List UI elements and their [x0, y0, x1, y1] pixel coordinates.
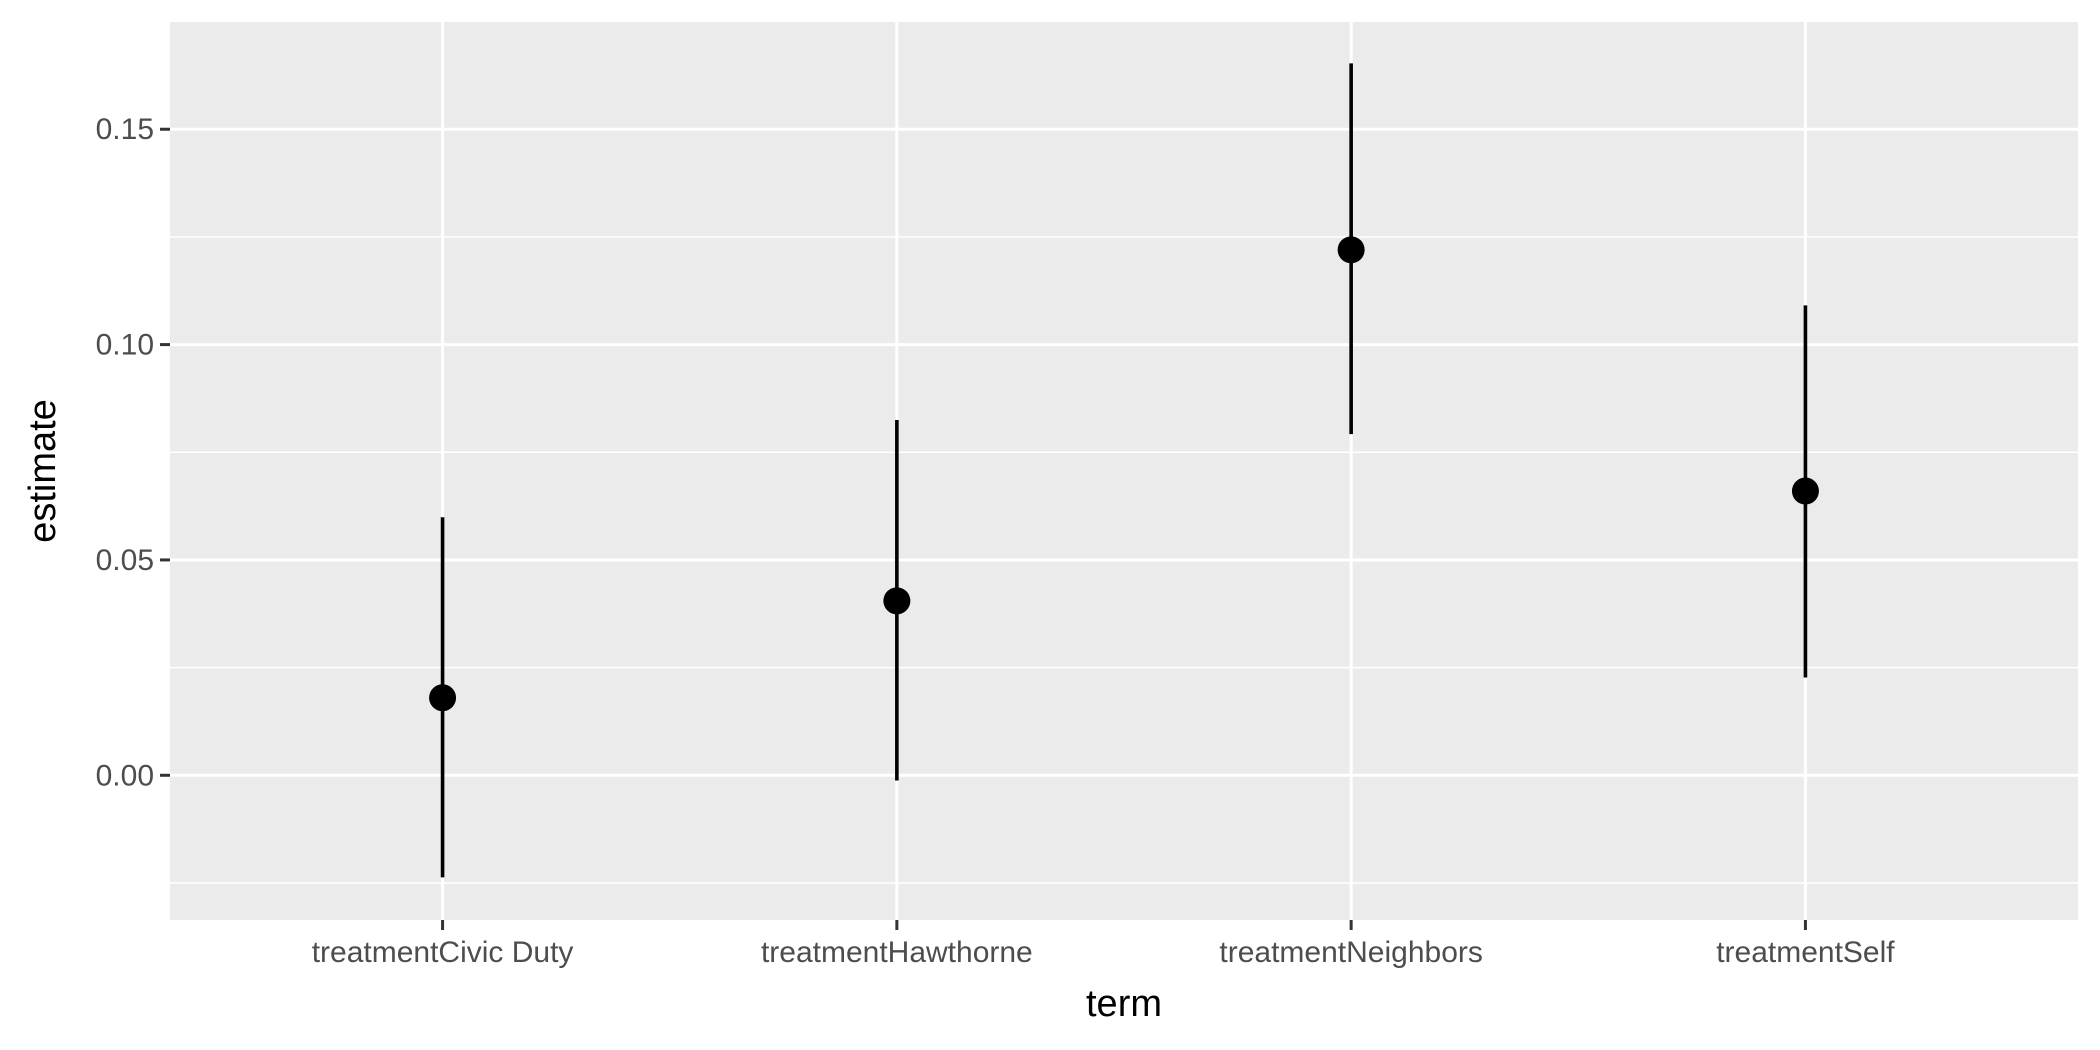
y-tick-label: 0.00 [96, 759, 154, 792]
x-axis: treatmentCivic Duty treatmentHawthorne tre… [312, 920, 1895, 969]
plot-panel [170, 22, 2078, 920]
x-tick-label: treatmentNeighbors [1219, 936, 1482, 969]
x-tick-label: treatmentHawthorne [761, 936, 1033, 969]
estimate-point [883, 587, 911, 615]
estimate-point [1337, 236, 1365, 264]
y-tick-label: 0.15 [96, 113, 154, 146]
y-tick-label: 0.05 [96, 544, 154, 577]
y-tick-label: 0.10 [96, 329, 154, 362]
grid-minor [170, 236, 2078, 884]
x-tick-label: treatmentCivic Duty [312, 936, 574, 969]
estimate-point [1791, 477, 1819, 505]
y-axis: 0.00 0.05 0.10 0.15 [96, 113, 170, 792]
chart-marks [429, 63, 1819, 878]
estimate-point [429, 684, 457, 712]
x-axis-title: term [1086, 983, 1162, 1025]
y-axis-title: estimate [22, 399, 64, 543]
x-tick-label: treatmentSelf [1716, 936, 1895, 969]
